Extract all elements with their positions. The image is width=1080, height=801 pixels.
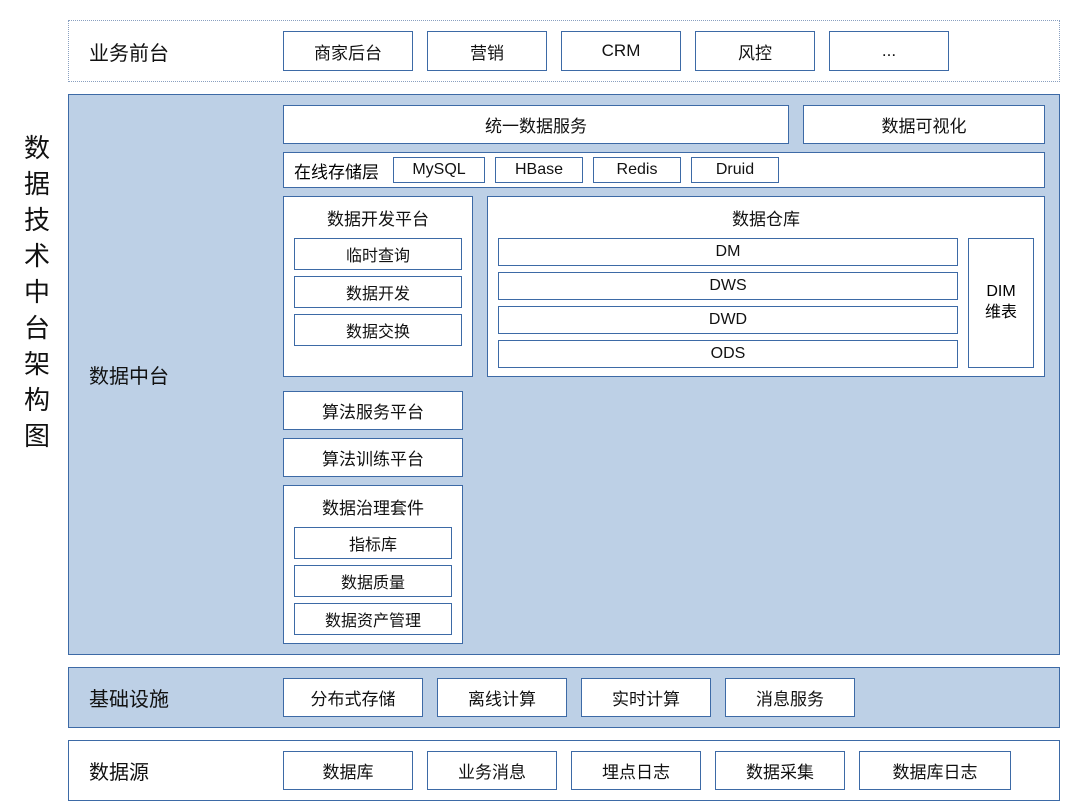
panel-gov: 数据治理套件 指标库 数据质量 数据资产管理 [283, 485, 463, 644]
mid-unified-service: 统一数据服务 [283, 105, 789, 144]
front-item-crm: CRM [561, 31, 681, 71]
layer-infra: 基础设施 分布式存储 离线计算 实时计算 消息服务 [68, 667, 1060, 728]
front-item-marketing: 营销 [427, 31, 547, 71]
infra-msg: 消息服务 [725, 678, 855, 717]
layer-source-label: 数据源 [83, 751, 283, 790]
layer-front: 业务前台 商家后台 营销 CRM 风控 ... [68, 20, 1060, 82]
front-item-more: ... [829, 31, 949, 71]
dev-exchange: 数据交换 [294, 314, 462, 346]
dw-dws: DWS [498, 272, 958, 300]
gov-quality: 数据质量 [294, 565, 452, 597]
panel-dev: 数据开发平台 临时查询 数据开发 数据交换 [283, 196, 473, 377]
layer-mid: 数据中台 统一数据服务 数据可视化 在线存储层 MySQL HBase Redi… [68, 94, 1060, 655]
storage-hbase: HBase [495, 157, 583, 183]
panel-dw-title: 数据仓库 [498, 203, 1034, 232]
dw-dim: DIM 维表 [968, 238, 1034, 368]
layer-mid-label: 数据中台 [83, 105, 283, 644]
src-dblog: 数据库日志 [859, 751, 1011, 790]
gov-metrics: 指标库 [294, 527, 452, 559]
panel-dw: 数据仓库 DM DWS DWD ODS DIM 维表 [487, 196, 1045, 377]
dw-dwd: DWD [498, 306, 958, 334]
src-collect: 数据采集 [715, 751, 845, 790]
front-item-risk: 风控 [695, 31, 815, 71]
layer-front-label: 业务前台 [83, 31, 283, 71]
layer-source: 数据源 数据库 业务消息 埋点日志 数据采集 数据库日志 [68, 740, 1060, 801]
panel-gov-title: 数据治理套件 [294, 492, 452, 521]
storage-redis: Redis [593, 157, 681, 183]
infra-dstorage: 分布式存储 [283, 678, 423, 717]
storage-mysql: MySQL [393, 157, 485, 183]
mid-algo-serve: 算法服务平台 [283, 391, 463, 430]
infra-offline: 离线计算 [437, 678, 567, 717]
panel-dev-title: 数据开发平台 [294, 203, 462, 232]
mid-storage-row: 在线存储层 MySQL HBase Redis Druid [283, 152, 1045, 188]
layers-container: 业务前台 商家后台 营销 CRM 风控 ... 数据中台 统一数据服务 数据可视… [68, 20, 1060, 572]
dw-ods: ODS [498, 340, 958, 368]
front-item-merchant: 商家后台 [283, 31, 413, 71]
storage-druid: Druid [691, 157, 779, 183]
mid-storage-label: 在线存储层 [294, 158, 379, 183]
src-tracking: 埋点日志 [571, 751, 701, 790]
dev-develop: 数据开发 [294, 276, 462, 308]
dev-adhoc: 临时查询 [294, 238, 462, 270]
layer-infra-label: 基础设施 [83, 678, 283, 717]
src-bizmsg: 业务消息 [427, 751, 557, 790]
infra-realtime: 实时计算 [581, 678, 711, 717]
mid-data-viz: 数据可视化 [803, 105, 1045, 144]
mid-algo-train: 算法训练平台 [283, 438, 463, 477]
dw-dm: DM [498, 238, 958, 266]
gov-asset: 数据资产管理 [294, 603, 452, 635]
diagram-title: 数据技术中台架构图 [16, 20, 56, 572]
src-db: 数据库 [283, 751, 413, 790]
